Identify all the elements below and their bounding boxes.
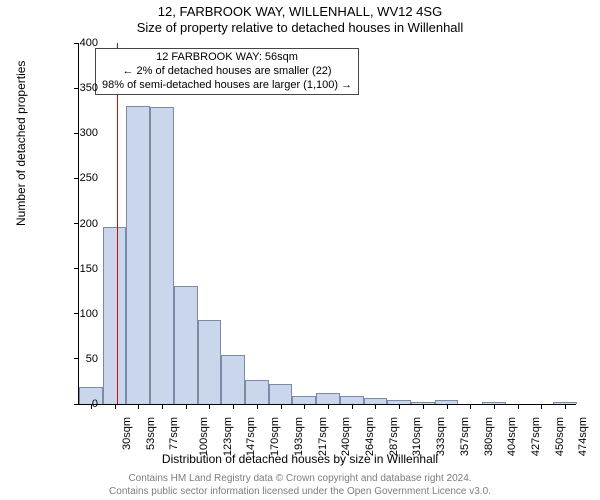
y-tick-label: 350 (64, 82, 98, 94)
y-axis-label: Number of detached properties (14, 61, 28, 226)
x-tick-label: 287sqm (388, 417, 400, 456)
x-tick-mark (162, 404, 163, 409)
x-tick-mark (138, 404, 139, 409)
histogram-bar (198, 320, 222, 403)
info-box: 12 FARBROOK WAY: 56sqm← 2% of detached h… (95, 48, 359, 95)
x-tick-label: 357sqm (459, 417, 471, 456)
histogram-bar (245, 380, 269, 403)
y-tick-label: 300 (64, 127, 98, 139)
x-tick-mark (328, 404, 329, 409)
histogram-bar (292, 396, 316, 403)
x-tick-mark (281, 404, 282, 409)
histogram-bar (103, 227, 127, 404)
plot-area (78, 43, 576, 405)
x-tick-mark (565, 404, 566, 409)
x-tick-label: 170sqm (269, 417, 281, 456)
x-tick-mark (375, 404, 376, 409)
figure: 12, FARBROOK WAY, WILLENHALL, WV12 4SG S… (0, 0, 600, 500)
y-tick-label: 0 (64, 398, 98, 410)
x-tick-label: 427sqm (530, 417, 542, 456)
histogram-bar (174, 286, 198, 403)
x-tick-mark (423, 404, 424, 409)
chart-title-block: 12, FARBROOK WAY, WILLENHALL, WV12 4SG S… (0, 0, 600, 37)
x-tick-label: 217sqm (317, 417, 329, 456)
y-tick-label: 200 (64, 218, 98, 230)
x-tick-mark (399, 404, 400, 409)
x-tick-mark (494, 404, 495, 409)
x-tick-label: 100sqm (198, 417, 210, 456)
x-tick-label: 333sqm (435, 417, 447, 456)
x-tick-label: 30sqm (121, 417, 133, 450)
x-tick-mark (470, 404, 471, 409)
y-tick-label: 150 (64, 263, 98, 275)
subject-marker-line (117, 43, 118, 404)
x-tick-label: 404sqm (506, 417, 518, 456)
x-tick-label: 450sqm (554, 417, 566, 456)
x-tick-mark (304, 404, 305, 409)
x-tick-label: 380sqm (483, 417, 495, 456)
footer-line2: Contains public sector information licen… (0, 486, 600, 499)
x-tick-label: 53sqm (145, 417, 157, 450)
x-tick-mark (233, 404, 234, 409)
y-tick-label: 250 (64, 172, 98, 184)
chart-title-line1: 12, FARBROOK WAY, WILLENHALL, WV12 4SG (0, 0, 600, 20)
x-tick-mark (447, 404, 448, 409)
x-tick-mark (115, 404, 116, 409)
info-box-line: ← 2% of detached houses are smaller (22) (102, 65, 352, 79)
x-tick-mark (541, 404, 542, 409)
histogram-bar (316, 393, 340, 404)
histogram-bar (221, 355, 245, 404)
x-tick-label: 310sqm (412, 417, 424, 456)
y-tick-label: 100 (64, 308, 98, 320)
x-tick-mark (352, 404, 353, 409)
x-tick-label: 474sqm (578, 417, 590, 456)
x-tick-label: 123sqm (222, 417, 234, 456)
histogram-bar (269, 384, 293, 404)
y-tick-label: 400 (64, 37, 98, 49)
histogram-bar (126, 106, 150, 404)
x-tick-label: 77sqm (168, 417, 180, 450)
footer-line1: Contains HM Land Registry data © Crown c… (0, 473, 600, 486)
y-tick-label: 50 (64, 353, 98, 365)
x-tick-mark (518, 404, 519, 409)
histogram-bar (150, 107, 174, 403)
x-tick-label: 147sqm (246, 417, 258, 456)
x-tick-mark (186, 404, 187, 409)
x-tick-label: 193sqm (293, 417, 305, 456)
histogram-bar (340, 396, 364, 403)
info-box-line: 98% of semi-detached houses are larger (… (102, 79, 352, 93)
info-box-line: 12 FARBROOK WAY: 56sqm (102, 51, 352, 65)
x-tick-mark (209, 404, 210, 409)
attribution-footer: Contains HM Land Registry data © Crown c… (0, 473, 600, 498)
x-tick-label: 240sqm (340, 417, 352, 456)
chart-title-line2: Size of property relative to detached ho… (0, 20, 600, 36)
x-tick-label: 264sqm (364, 417, 376, 456)
x-tick-mark (257, 404, 258, 409)
